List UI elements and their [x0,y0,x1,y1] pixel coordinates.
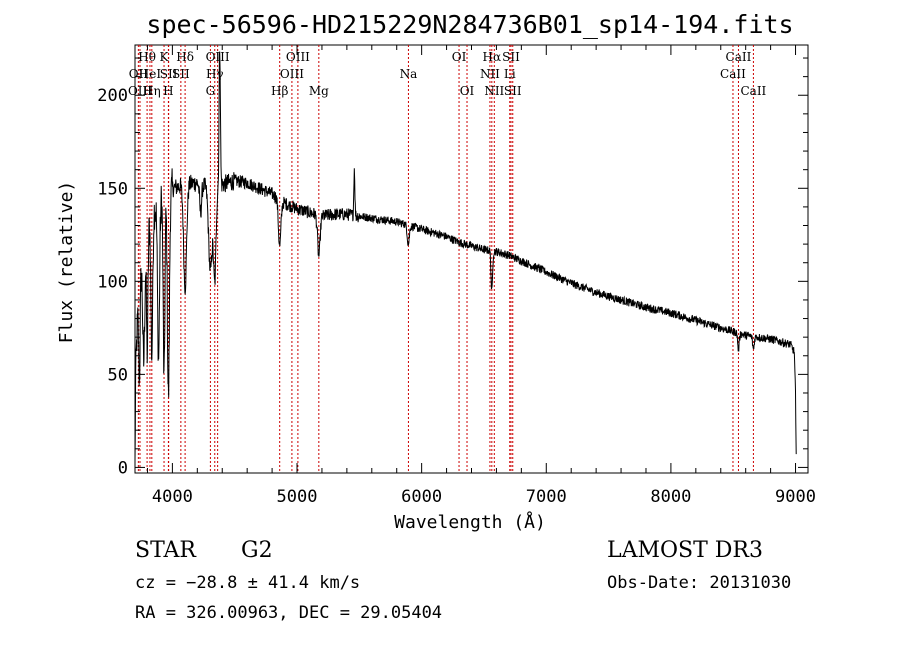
line-label: Hγ [206,67,224,81]
line-label: Hη [143,84,161,98]
x-tick-label: 6000 [401,487,442,507]
line-label: OI [452,50,467,64]
x-tick-label: 9000 [775,487,816,507]
line-label: NII [480,67,500,81]
line-label: Hα [483,50,502,64]
line-label: CaII [726,50,752,64]
line-label: SII [172,67,190,81]
x-tick-label: 8000 [650,487,691,507]
spectral-line-markers [137,45,754,473]
line-label: SII [502,50,520,64]
line-label: OIII [286,50,310,64]
y-tick-label: 0 [118,458,128,478]
line-label: Hθ [138,50,156,64]
line-label: Hβ [271,84,288,98]
y-axis-label: Flux (relative) [56,181,77,344]
x-axis: 4000 5000 6000 7000 8000 9000 [146,45,816,507]
x-axis-label: Wavelength (Å) [394,511,546,533]
line-label: OIII [206,50,230,64]
x-tick-label: 4000 [152,487,193,507]
line-label: H [163,84,173,98]
y-tick-label: 200 [97,86,128,106]
line-label: Li [504,67,516,81]
line-label: Hδ [176,50,194,64]
y-axis: 0 50 100 150 200 [97,57,808,478]
survey-name: LAMOST DR3 [607,538,763,563]
spectrum-line [134,51,797,462]
redshift-velocity: cz = −28.8 ± 41.4 km/s [135,573,361,593]
line-label: CaII [720,67,746,81]
line-label: OII [129,67,149,81]
line-label: NII [484,84,504,98]
line-label: G [206,84,216,98]
x-tick-label: 7000 [526,487,567,507]
object-type: STAR [135,538,196,563]
observation-date: Obs-Date: 20131030 [607,573,792,593]
line-label: Na [400,67,418,81]
line-label: SII [504,84,522,98]
line-label: CaII [740,84,766,98]
y-tick-label: 50 [108,365,128,385]
coordinates: RA = 326.00963, DEC = 29.05404 [135,603,443,623]
object-subclass: G2 [241,538,273,563]
line-label: Mg [309,84,329,98]
line-label: HeI [139,67,162,81]
plot-frame [134,44,809,474]
line-label: K [160,50,170,64]
line-label: OIII [128,84,152,98]
line-label: SII [160,67,178,81]
chart-title: spec-56596-HD215229N284736B01_sp14-194.f… [146,10,793,39]
y-tick-label: 100 [97,272,128,292]
x-tick-label: 5000 [277,487,318,507]
spectral-line-labels: HθOIIOIIIHeIHηKSIIHHδSIIOIIIHγGOIIIOIIIH… [128,50,767,98]
line-label: OIII [280,67,304,81]
line-label: OI [460,84,475,98]
y-tick-label: 150 [97,179,128,199]
